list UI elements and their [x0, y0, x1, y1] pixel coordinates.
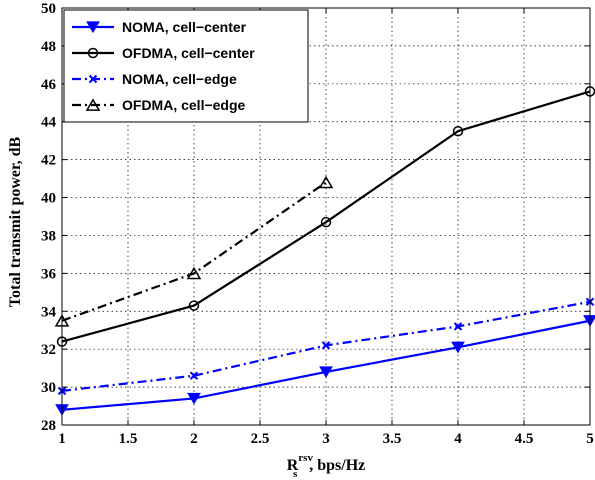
data-point [318, 175, 334, 189]
grid-lines [62, 8, 590, 425]
y-tick-label: 42 [41, 153, 56, 169]
x-tick-label: 4.5 [515, 431, 534, 447]
y-tick-label: 28 [41, 418, 56, 434]
data-point [321, 341, 331, 350]
legend-label: NOMA, cell−center [122, 19, 247, 35]
legend-item: NOMA, cell−edge [72, 71, 237, 87]
data-point [188, 300, 200, 311]
x-tick-label: 2 [190, 431, 198, 447]
x-axis-label-superscript: rsv [298, 452, 313, 464]
data-point [453, 322, 463, 331]
legend-item: NOMA, cell−center [72, 19, 247, 35]
legend-item: OFDMA, cell−center [72, 45, 255, 61]
y-tick-label: 46 [41, 77, 57, 93]
series-3 [57, 297, 595, 396]
legend-item: OFDMA, cell−edge [72, 97, 246, 113]
legend-marker [87, 47, 99, 59]
legend-label: OFDMA, cell−center [122, 45, 255, 61]
series-line [61, 90, 591, 343]
x-tick-label: 1 [58, 431, 66, 447]
x-axis-label: Rrsv s , bps/Hz [287, 452, 366, 480]
y-tick-label: 44 [41, 115, 57, 131]
legend-marker [88, 74, 98, 84]
series-1 [55, 315, 595, 416]
data-point [189, 371, 199, 380]
x-tick-label: 2.5 [251, 431, 270, 447]
data-point [187, 392, 201, 405]
x-axis-label-rest: , bps/Hz [309, 457, 365, 474]
x-tick-label: 3.5 [383, 431, 402, 447]
series-layer [54, 86, 595, 416]
data-point [452, 125, 464, 137]
y-tick-label: 48 [41, 39, 56, 55]
x-axis-label-subscript: s [293, 468, 298, 480]
data-point [319, 366, 333, 379]
y-tick-label: 50 [41, 1, 56, 17]
y-tick-label: 34 [41, 304, 57, 320]
x-axis-label-main: R [287, 457, 299, 474]
ticks: 1 1.5 2 2.5 3 3.5 4 4.5 5 28 30 32 34 36 38 40 42 44 46 48 5… [41, 1, 594, 447]
data-point [451, 341, 465, 354]
x-tick-label: 5 [586, 431, 594, 447]
legend: NOMA, cell−center OFDMA, cell−center NOMA,… [63, 9, 309, 123]
legend-marker [86, 21, 100, 34]
legend-marker [85, 98, 101, 111]
x-tick-label: 4 [454, 431, 462, 447]
legend-label: NOMA, cell−edge [122, 71, 237, 87]
y-tick-label: 40 [41, 191, 56, 207]
x-tick-label: 1.5 [119, 431, 138, 447]
y-tick-label: 36 [41, 266, 57, 282]
series-line [61, 181, 327, 322]
y-tick-label: 30 [41, 380, 56, 396]
x-tick-label: 3 [322, 431, 330, 447]
data-point [320, 216, 332, 228]
legend-label: OFDMA, cell−edge [122, 97, 246, 113]
data-point [186, 266, 202, 280]
y-tick-label: 38 [41, 228, 56, 244]
y-tick-label: 32 [41, 342, 56, 358]
legend-box [63, 9, 309, 123]
y-axis-label: Total transmit power, dB [7, 136, 24, 307]
